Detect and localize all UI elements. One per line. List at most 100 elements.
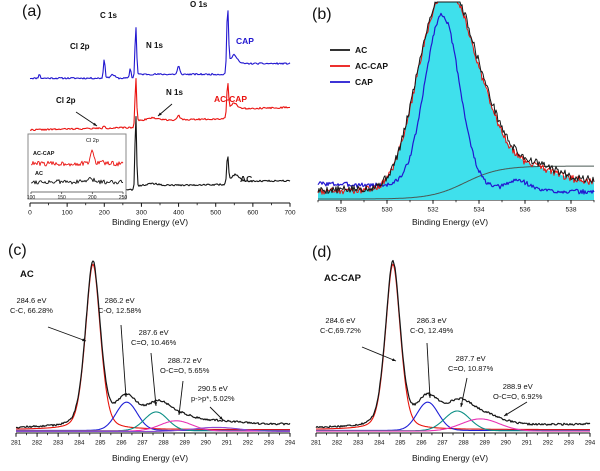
annotation-line: AC bbox=[240, 174, 253, 184]
annotation-text: Cl 2p bbox=[56, 96, 76, 106]
annotation-line: N 1s bbox=[146, 41, 163, 50]
annotation-text: 284.6 eV C-C, 66.28% bbox=[10, 296, 53, 316]
x-tick-label: 528 bbox=[335, 207, 346, 214]
annotation-arrowhead bbox=[219, 416, 223, 420]
series-envelope bbox=[315, 259, 591, 429]
annotation-line: C 1s bbox=[100, 11, 117, 20]
x-tick-label: 286 bbox=[416, 440, 427, 447]
annotation-arrow bbox=[361, 346, 397, 362]
annotation-line: 286.2 eV bbox=[104, 296, 135, 305]
x-tick-label: 300 bbox=[136, 210, 147, 217]
x-tick-label: 291 bbox=[522, 440, 533, 447]
x-tick-label: 600 bbox=[247, 210, 258, 217]
annotation-text: 290.5 eV p->p*, 5.02% bbox=[191, 384, 235, 404]
legend-label-AC-CAP: AC-CAP bbox=[355, 61, 388, 71]
x-tick-label: 287 bbox=[137, 440, 148, 447]
x-tick-label: 285 bbox=[95, 440, 106, 447]
x-tick-label: 284 bbox=[74, 440, 85, 447]
annotation-text: 286.3 eV C-O, 12.49% bbox=[410, 316, 453, 336]
annotation-text: Cl 2p bbox=[70, 42, 90, 52]
annotation-text: 287.7 eV C=O, 10.87% bbox=[448, 354, 493, 374]
annotation-line: O 1s bbox=[190, 0, 208, 9]
series-pi-pi* bbox=[16, 426, 290, 433]
series-AC-CAP bbox=[30, 149, 124, 167]
annotation-arrowhead bbox=[124, 393, 128, 397]
inset-tick-label: 150 bbox=[57, 195, 66, 201]
annotation-arrow bbox=[460, 377, 468, 408]
annotation-arrow bbox=[426, 342, 431, 399]
x-tick-label: 285 bbox=[395, 440, 406, 447]
annotation-line: 284.6 eV bbox=[325, 316, 356, 325]
annotation-arrowhead bbox=[460, 403, 464, 407]
annotation-arrowhead bbox=[177, 411, 181, 415]
x-tick-label: 286 bbox=[116, 440, 127, 447]
annotation-text: AC bbox=[240, 174, 252, 185]
annotation-arrow bbox=[47, 326, 87, 342]
x-tick-label: 400 bbox=[173, 210, 184, 217]
x-tick-label: 532 bbox=[427, 207, 438, 214]
x-tick-label: 288 bbox=[458, 440, 469, 447]
panel-d-xaxis-title: Binding Energy (eV) bbox=[411, 453, 489, 463]
panel-d-letter: (d) bbox=[312, 244, 332, 261]
annotation-line: 286.3 eV bbox=[416, 316, 447, 325]
panel-b-plot: 528 530 532 534 536 538 AC AC-CAP CAP bbox=[317, 1, 595, 214]
annotation-text: 287.6 eV C=O, 10.46% bbox=[131, 328, 176, 348]
series-C-O bbox=[316, 401, 590, 431]
panel-b-letter: (b) bbox=[312, 6, 332, 23]
panel-a-letter: (a) bbox=[22, 3, 42, 20]
x-tick-label: 538 bbox=[565, 207, 576, 214]
inset-box bbox=[27, 133, 127, 200]
x-tick-label: 283 bbox=[53, 440, 64, 447]
annotation-line: O-C=O, 5.65% bbox=[160, 365, 210, 375]
series-envelope bbox=[15, 260, 291, 429]
annotation-line: 288.72 eV bbox=[167, 356, 202, 365]
annotation-text: O 1s bbox=[190, 0, 207, 10]
annotation-line: C-C,69.72% bbox=[320, 325, 361, 335]
annotation-line: 287.7 eV bbox=[455, 354, 486, 363]
x-tick-label: 291 bbox=[222, 440, 233, 447]
legend-label-CAP: CAP bbox=[355, 77, 373, 87]
inset-tick-label: 200 bbox=[88, 195, 97, 201]
x-tick-label: 500 bbox=[210, 210, 221, 217]
x-tick-label: 288 bbox=[158, 440, 169, 447]
panel-a-plot: 0 100 200 300 400 500 600 700 100 150 200 250 Cl 2p A… bbox=[27, 10, 296, 217]
x-tick-label: 283 bbox=[353, 440, 364, 447]
inset-label-Cl 2p: Cl 2p bbox=[86, 138, 99, 144]
annotation-arrow bbox=[178, 380, 184, 416]
series-fill-fill bbox=[318, 2, 594, 200]
panel-b-xaxis-title: Binding Energy (eV) bbox=[411, 217, 489, 227]
x-tick-label: 290 bbox=[201, 440, 212, 447]
annotation-line: Cl 2p bbox=[56, 96, 76, 105]
x-tick-label: 287 bbox=[437, 440, 448, 447]
annotation-arrow bbox=[503, 401, 528, 417]
series-AC bbox=[317, 1, 595, 194]
series-AC-CAP bbox=[29, 77, 291, 132]
x-tick-label: 536 bbox=[519, 207, 530, 214]
annotation-arrow bbox=[120, 324, 127, 398]
annotation-line: Cl 2p bbox=[70, 42, 90, 51]
panel-c-plot: 281 282 283 284 285 286 287 288 289 290 291 292 293 2… bbox=[11, 260, 296, 447]
series-O-C=O bbox=[316, 418, 590, 432]
panel-d-plot: 281 282 283 284 285 286 287 288 289 290 291 292 293 2… bbox=[311, 259, 596, 447]
x-tick-label: 289 bbox=[479, 440, 490, 447]
annotation-arrowhead bbox=[392, 358, 396, 361]
annotation-arrowhead bbox=[93, 122, 97, 126]
x-tick-label: 289 bbox=[179, 440, 190, 447]
annotation-line: C-C, 66.28% bbox=[10, 305, 53, 315]
x-tick-label: 281 bbox=[11, 440, 22, 447]
x-tick-label: 292 bbox=[543, 440, 554, 447]
annotation-text: N 1s bbox=[166, 88, 183, 98]
annotation-text: N 1s bbox=[146, 41, 163, 51]
x-tick-label: 281 bbox=[311, 440, 322, 447]
annotation-text: C 1s bbox=[100, 11, 117, 21]
annotation-arrow bbox=[150, 352, 157, 407]
series-C-O bbox=[16, 401, 290, 431]
panel-a: 0 100 200 300 400 500 600 700 100 150 200 250 Cl 2p A… bbox=[0, 0, 300, 235]
x-tick-label: 200 bbox=[99, 210, 110, 217]
annotation-text: CAP bbox=[236, 36, 254, 47]
annotation-text: 286.2 eV C-O, 12.58% bbox=[98, 296, 141, 316]
annotation-text: 288.9 eV O-C=O, 6.92% bbox=[493, 382, 542, 402]
series-CAP bbox=[317, 12, 595, 195]
panel-d-sample-label: AC-CAP bbox=[324, 273, 361, 284]
